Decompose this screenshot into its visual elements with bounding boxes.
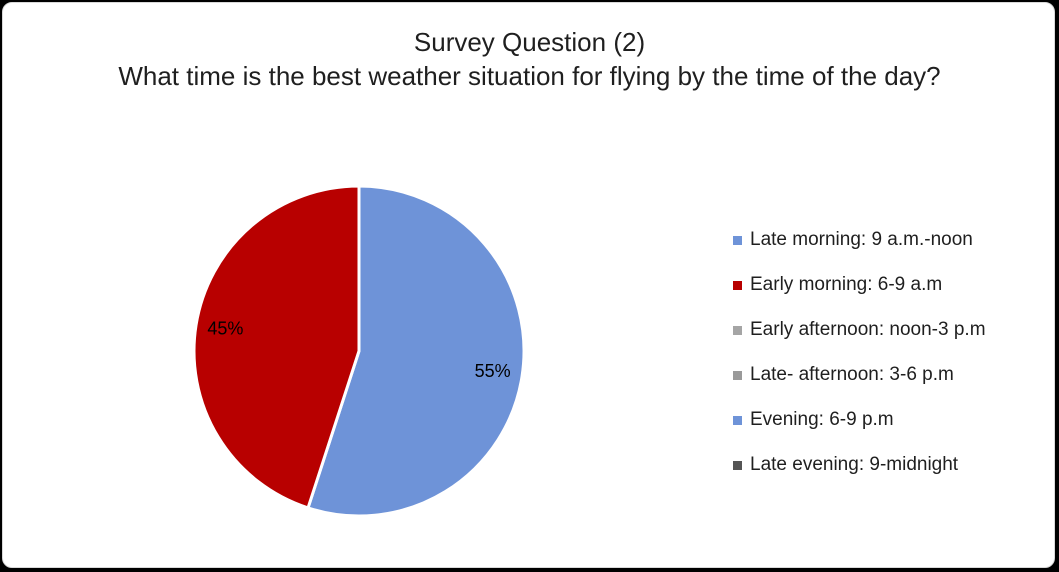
pie-data-label-1: 45%: [207, 319, 243, 339]
legend-item: Late evening: 9-midnight: [733, 450, 986, 495]
chart-subtitle: What time is the best weather situation …: [118, 61, 941, 91]
pie-data-label-0: 55%: [475, 361, 511, 381]
legend-swatch: [733, 416, 742, 425]
legend-swatch: [733, 236, 742, 245]
pie-slice-0: [306, 184, 526, 518]
legend-swatch: [733, 461, 742, 470]
legend-label: Early afternoon: noon-3 p.m: [750, 319, 986, 340]
legend-swatch: [733, 371, 742, 380]
legend-label: Late morning: 9 a.m.-noon: [750, 229, 973, 250]
pie-chart: 55% 45%: [192, 184, 526, 518]
legend-swatch: [733, 326, 742, 335]
legend-swatch: [733, 281, 742, 290]
legend-label: Evening: 6-9 p.m: [750, 409, 894, 430]
legend-item: Late morning: 9 a.m.-noon: [733, 225, 986, 270]
legend-item: Early afternoon: noon-3 p.m: [733, 315, 986, 360]
legend-label: Late- afternoon: 3-6 p.m: [750, 364, 954, 385]
legend-label: Late evening: 9-midnight: [750, 454, 959, 475]
chart-title-block: Survey Question (2) What time is the bes…: [3, 25, 1056, 93]
legend-label: Early morning: 6-9 a.m: [750, 274, 943, 295]
chart-title: Survey Question (2): [413, 27, 646, 57]
pie-slice-1: [192, 184, 361, 510]
pie-slices: [192, 184, 526, 518]
legend-item: Late- afternoon: 3-6 p.m: [733, 360, 986, 405]
legend-item: Early morning: 6-9 a.m: [733, 270, 986, 315]
legend-item: Evening: 6-9 p.m: [733, 405, 986, 450]
legend: Late morning: 9 a.m.-noon Early morning: …: [733, 225, 986, 495]
pie-data-labels: 55% 45%: [207, 319, 510, 381]
